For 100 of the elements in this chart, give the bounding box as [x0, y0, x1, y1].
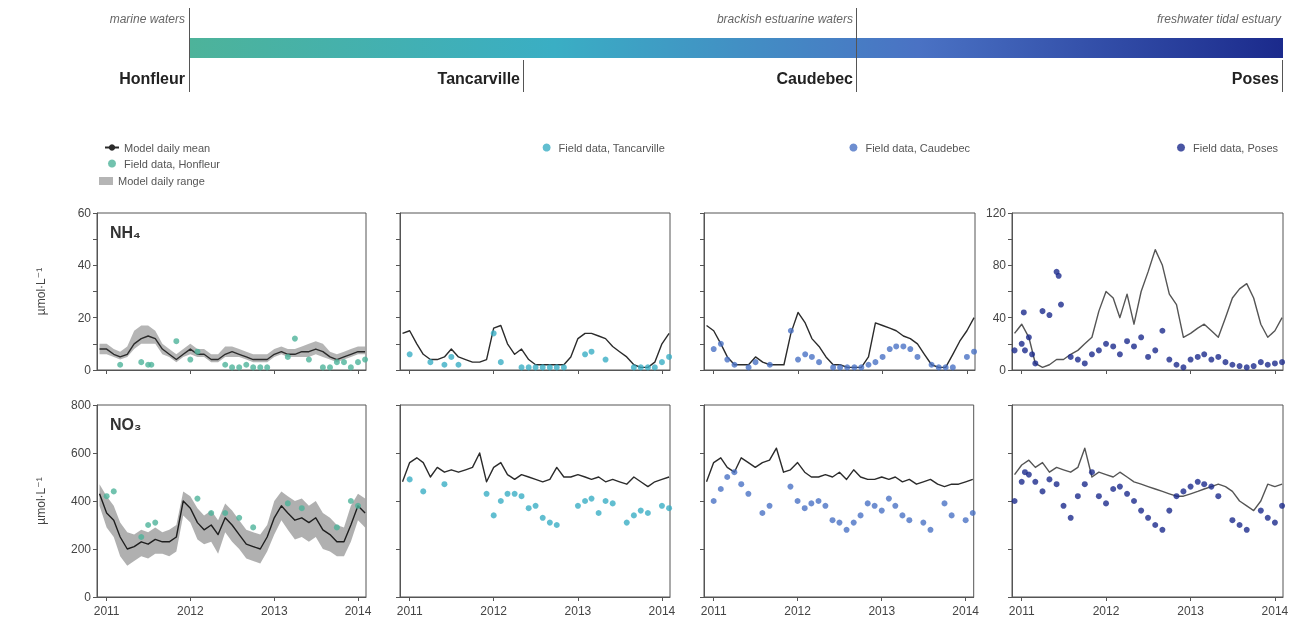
point	[658, 359, 665, 366]
point	[1194, 353, 1201, 360]
point	[582, 351, 589, 358]
text: Tancarville	[437, 70, 520, 88]
point	[1029, 351, 1036, 358]
point	[305, 356, 312, 363]
point	[795, 356, 802, 363]
point	[257, 364, 264, 371]
point	[1018, 340, 1025, 347]
point	[745, 490, 752, 497]
x-tick-label: 2012	[784, 604, 812, 618]
point	[1173, 361, 1180, 368]
point	[1187, 356, 1194, 363]
point	[1250, 363, 1257, 370]
point	[1159, 327, 1166, 334]
point	[1067, 514, 1074, 521]
point	[836, 519, 843, 526]
point	[602, 498, 609, 504]
point	[497, 498, 504, 504]
point	[787, 327, 794, 334]
point	[546, 519, 553, 526]
point	[483, 490, 490, 497]
point	[1257, 507, 1264, 514]
point	[710, 498, 717, 504]
point	[802, 351, 809, 358]
point	[1025, 334, 1032, 341]
y-tick-label: 400	[70, 494, 92, 508]
point	[1130, 343, 1137, 350]
point	[1130, 498, 1137, 504]
point	[441, 361, 448, 368]
point	[222, 361, 229, 368]
point	[1103, 340, 1110, 347]
point	[1124, 338, 1131, 345]
point	[752, 359, 759, 366]
point	[539, 514, 546, 521]
text: NO₃	[110, 415, 142, 433]
point	[229, 364, 236, 371]
legend-label: Field data, Tancarville	[558, 141, 665, 154]
point	[511, 490, 518, 497]
x-tick-label: 2012	[176, 604, 205, 618]
point	[1271, 360, 1278, 367]
point	[815, 498, 822, 504]
point	[1194, 478, 1201, 485]
x-tick-label: 2013	[260, 604, 288, 618]
point	[637, 364, 644, 371]
point	[525, 364, 532, 371]
point	[427, 359, 434, 366]
point	[546, 364, 553, 371]
point	[406, 351, 413, 358]
point	[886, 346, 893, 353]
point	[1020, 309, 1027, 316]
point	[1215, 353, 1222, 360]
point	[857, 512, 864, 519]
point	[907, 346, 914, 353]
x-tick-label: 2011	[700, 604, 727, 618]
point	[1060, 502, 1067, 509]
y-tick-label: 600	[70, 446, 92, 460]
point	[1074, 493, 1081, 500]
point	[609, 500, 616, 507]
point	[892, 502, 899, 509]
point	[420, 488, 427, 495]
point	[553, 522, 560, 528]
point	[340, 359, 347, 366]
point	[284, 353, 291, 360]
point	[1138, 334, 1145, 341]
point	[829, 517, 836, 524]
point	[1173, 493, 1180, 500]
point	[490, 512, 497, 519]
point	[844, 364, 851, 371]
point	[962, 517, 969, 524]
text: brackish estuarine waters	[716, 12, 853, 26]
point	[942, 364, 949, 371]
point	[222, 510, 229, 516]
x-tick-label: 2013	[868, 604, 896, 618]
point	[194, 495, 201, 502]
text: freshwater tidal estuary	[1156, 12, 1281, 26]
point	[858, 364, 865, 371]
point	[504, 490, 511, 497]
point	[354, 359, 361, 366]
point	[830, 364, 837, 371]
point	[644, 364, 651, 371]
point	[347, 364, 354, 371]
point	[1279, 502, 1286, 509]
point	[194, 348, 201, 355]
point	[1279, 359, 1286, 366]
point	[518, 364, 525, 371]
x-tick-label: 2011	[93, 604, 120, 618]
point	[928, 361, 935, 368]
x-tick-label: 2014	[952, 604, 980, 618]
point	[441, 481, 448, 488]
y-tick-label: 0	[84, 590, 92, 604]
point	[595, 510, 602, 516]
point	[1088, 469, 1095, 476]
y-tick-label: 0	[999, 363, 1007, 377]
y-tick-label: 40	[992, 310, 1007, 325]
point	[1032, 478, 1039, 485]
line-series	[98, 493, 366, 550]
point	[948, 512, 955, 519]
point	[1152, 347, 1159, 354]
point	[298, 505, 305, 512]
